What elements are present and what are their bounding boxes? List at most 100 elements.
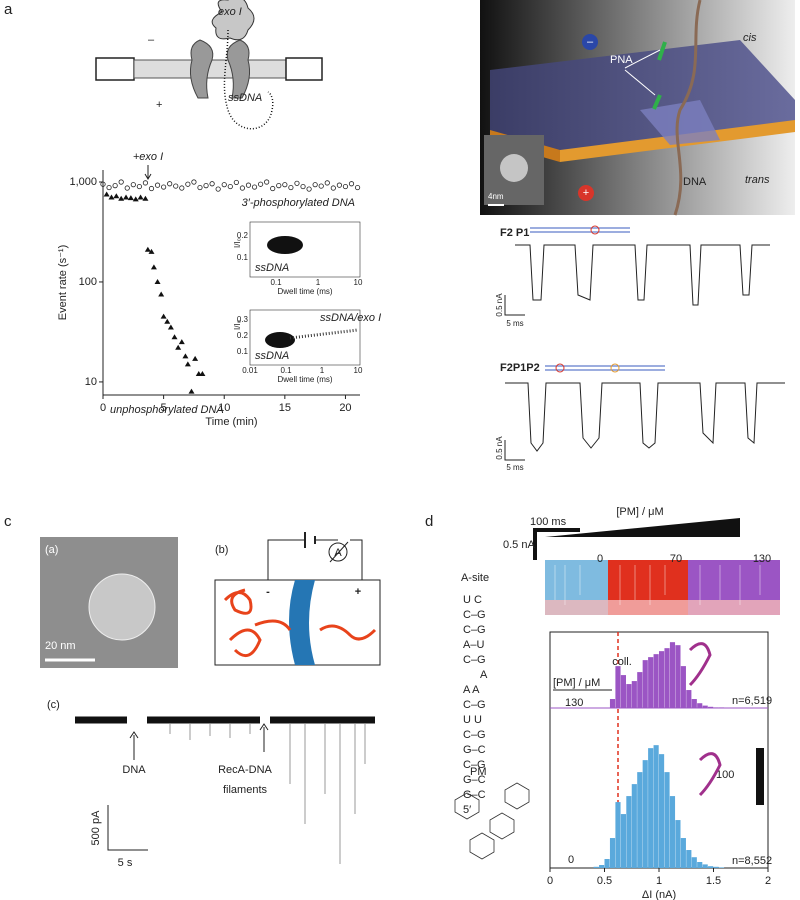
point bbox=[137, 194, 144, 200]
point bbox=[300, 183, 306, 190]
bar bbox=[697, 703, 703, 708]
point bbox=[142, 180, 149, 186]
conc-title: [PM] / μM bbox=[616, 506, 663, 518]
panel-d: d [PM] / μM 100 ms 0.5 nA 0 70 130 A-sit… bbox=[425, 506, 780, 869]
point bbox=[118, 179, 124, 185]
cluster-label: ssDNA bbox=[255, 262, 289, 274]
point bbox=[270, 185, 276, 192]
bar bbox=[659, 754, 665, 868]
point bbox=[197, 184, 203, 191]
point bbox=[150, 264, 157, 270]
sequence-row: C–G bbox=[463, 609, 486, 621]
series-label: unphosphorylated DNA bbox=[110, 404, 224, 416]
cluster-label: ssDNA bbox=[255, 350, 289, 362]
inset-ylabel: I/I₀ bbox=[233, 238, 242, 248]
point bbox=[130, 182, 136, 188]
sequence-row: C–G bbox=[463, 699, 486, 711]
point bbox=[257, 181, 264, 187]
sequence-row: G–C bbox=[463, 774, 486, 786]
bar bbox=[718, 867, 725, 868]
conc-level: 130 bbox=[753, 553, 771, 565]
scale-label: 5 ms bbox=[506, 463, 523, 472]
point bbox=[251, 184, 258, 190]
bar bbox=[697, 862, 703, 868]
point bbox=[282, 182, 288, 188]
scale-label: 500 pA bbox=[90, 810, 102, 846]
annotation: n=8,552 bbox=[732, 855, 772, 867]
point bbox=[336, 182, 342, 188]
bar bbox=[653, 745, 659, 868]
sequence-row: A bbox=[480, 669, 488, 681]
point bbox=[221, 182, 227, 188]
enzyme-label: exo I bbox=[218, 6, 242, 18]
inset-ylabel: I/I₀ bbox=[233, 320, 242, 330]
meter-label: A bbox=[334, 547, 342, 559]
annotation: coll. bbox=[612, 656, 632, 668]
panel-label: c bbox=[4, 513, 12, 530]
plus-sign: + bbox=[156, 99, 162, 111]
sequence-row: U U bbox=[463, 714, 482, 726]
bar bbox=[620, 675, 626, 708]
x-tick-label: 0 bbox=[547, 875, 553, 887]
bar bbox=[659, 651, 665, 708]
inset-tick: 0.1 bbox=[237, 347, 249, 356]
point bbox=[199, 371, 206, 377]
cis-label: cis bbox=[743, 32, 757, 44]
point bbox=[354, 184, 361, 191]
bar bbox=[713, 866, 719, 868]
panel-a-cartoon: a exo I – + ssDNA bbox=[4, 0, 323, 130]
trace-name: F2P1P2 bbox=[500, 362, 540, 374]
bar bbox=[680, 838, 686, 868]
y-tick-label: 1,000 bbox=[69, 176, 97, 188]
bar bbox=[609, 838, 616, 868]
sub-label: (b) bbox=[215, 544, 228, 556]
scale-label: 0.5 nA bbox=[495, 436, 504, 460]
bar bbox=[691, 857, 697, 868]
point bbox=[171, 334, 178, 340]
sub-label: (c) bbox=[47, 699, 60, 711]
bar bbox=[642, 660, 648, 708]
point bbox=[184, 361, 191, 367]
bar bbox=[675, 820, 681, 868]
x-tick-label: 10 bbox=[218, 402, 230, 414]
point bbox=[132, 196, 139, 202]
inset-xlabel: Dwell time (ms) bbox=[277, 375, 332, 384]
y-tick-label: 100 bbox=[79, 276, 97, 288]
inset-tick: 0.2 bbox=[237, 231, 249, 240]
series-label: 3′-phosphorylated DNA bbox=[242, 197, 355, 209]
point bbox=[118, 195, 125, 201]
sequence-row: C–G bbox=[463, 759, 486, 771]
bar bbox=[593, 866, 599, 868]
arrow-label: RecA-DNA bbox=[218, 764, 272, 776]
point bbox=[342, 183, 349, 190]
point bbox=[215, 186, 221, 192]
bar bbox=[604, 859, 610, 868]
y-tick-label: 10 bbox=[85, 376, 97, 388]
point bbox=[148, 185, 155, 192]
sequence-row: C–G bbox=[463, 729, 486, 741]
conc-level: 70 bbox=[670, 553, 682, 565]
point bbox=[330, 185, 336, 191]
bar bbox=[708, 866, 714, 868]
inset-tick: 10 bbox=[354, 278, 363, 287]
point bbox=[173, 183, 179, 189]
axes bbox=[102, 170, 360, 396]
point bbox=[179, 185, 185, 191]
bar bbox=[648, 657, 654, 708]
x-tick-label: 15 bbox=[279, 402, 291, 414]
bar bbox=[708, 706, 714, 708]
inset-tick: 1 bbox=[316, 278, 321, 287]
annotation: n=6,519 bbox=[732, 695, 772, 707]
inset-tick: 0.1 bbox=[237, 253, 249, 262]
y-axis-label: Event rate (s⁻¹) bbox=[57, 245, 69, 321]
point bbox=[154, 278, 161, 284]
point bbox=[276, 183, 282, 189]
bar bbox=[631, 784, 637, 868]
trans-label: trans bbox=[745, 174, 770, 186]
bar bbox=[669, 642, 676, 708]
bar bbox=[615, 666, 621, 708]
sequence-row: A–U bbox=[463, 639, 484, 651]
panel-c: c (a) 20 nm (b) A - + (c) DNA RecA-DNA f… bbox=[4, 513, 381, 869]
arrow-label: filaments bbox=[223, 784, 268, 796]
inset-tick: 0.3 bbox=[237, 315, 249, 324]
